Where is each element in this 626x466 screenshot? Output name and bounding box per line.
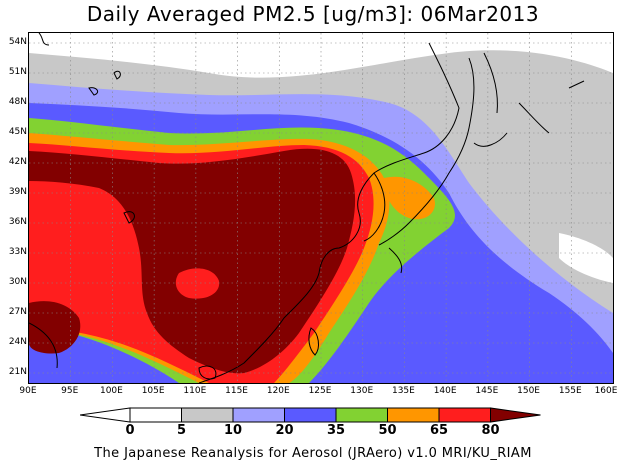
colorbar-segment — [181, 407, 234, 423]
coastlines — [29, 33, 585, 383]
colorbar-tick-label: 65 — [429, 423, 449, 438]
central-red-patch — [175, 268, 220, 299]
lon-tick-label: 110E — [183, 386, 207, 396]
lon-tick-label: 100E — [99, 386, 123, 396]
small-red-patch — [87, 317, 105, 333]
lat-tick-label: 48N — [8, 97, 27, 107]
colorbar-segment — [335, 407, 388, 423]
lon-tick-label: 160E — [594, 386, 618, 396]
lat-tick-label: 36N — [8, 217, 27, 227]
map-title: Daily Averaged PM2.5 [ug/m3]: 06Mar2013 — [86, 2, 540, 26]
pm25-map-canvas — [29, 33, 613, 383]
lon-tick-label: 130E — [350, 386, 374, 396]
colorbar-tick-label: 0 — [125, 423, 135, 438]
lat-tick-label: 24N — [8, 337, 27, 347]
lat-tick-label: 51N — [8, 67, 27, 77]
colorbar-segment — [284, 407, 337, 423]
lat-tick-label: 39N — [8, 187, 27, 197]
lon-tick-label: 115E — [225, 386, 248, 396]
lon-tick-label: 155E — [558, 386, 582, 396]
lon-tick-label: 125E — [308, 386, 332, 396]
level-over-80-region — [29, 148, 356, 374]
colorbar-segment — [129, 407, 182, 423]
colorbar-tick-label: 5 — [176, 423, 187, 438]
lat-tick-label: 30N — [8, 277, 27, 287]
lat-tick-label: 27N — [8, 307, 27, 317]
ocean-clean-patch — [559, 233, 613, 283]
colorbar-tick-label: 80 — [481, 423, 500, 438]
lat-tick-label: 42N — [8, 157, 27, 167]
lat-tick-label: 33N — [8, 247, 27, 257]
colorbar — [80, 407, 541, 423]
lon-tick-label: 95E — [61, 386, 79, 396]
pm25-map — [28, 32, 614, 384]
lon-tick-label: 90E — [19, 386, 37, 396]
lon-tick-label: 135E — [391, 386, 415, 396]
footer-caption: The Japanese Reanalysis for Aerosol (JRA… — [94, 446, 532, 461]
colorbar-low-arrow — [80, 407, 131, 423]
colorbar-segment — [387, 407, 440, 423]
colorbar-high-arrow — [490, 407, 541, 423]
colorbar-tick-label: 10 — [223, 423, 243, 438]
colorbar-tick-label: 50 — [378, 423, 397, 438]
lat-tick-label: 54N — [8, 37, 27, 47]
lon-tick-label: 150E — [517, 386, 540, 396]
southwest-dark-patch — [29, 301, 81, 354]
colorbar-segment — [438, 407, 491, 423]
colorbar-tick-label: 35 — [326, 423, 346, 438]
graticule — [29, 33, 613, 383]
lon-tick-label: 105E — [141, 386, 165, 396]
colorbar-segment — [232, 407, 285, 423]
lon-tick-label: 120E — [266, 386, 290, 396]
lon-tick-label: 140E — [433, 386, 457, 396]
lat-tick-label: 45N — [8, 127, 27, 137]
lon-tick-label: 145E — [475, 386, 499, 396]
lat-tick-label: 21N — [8, 367, 27, 377]
colorbar-tick-label: 20 — [275, 423, 294, 438]
